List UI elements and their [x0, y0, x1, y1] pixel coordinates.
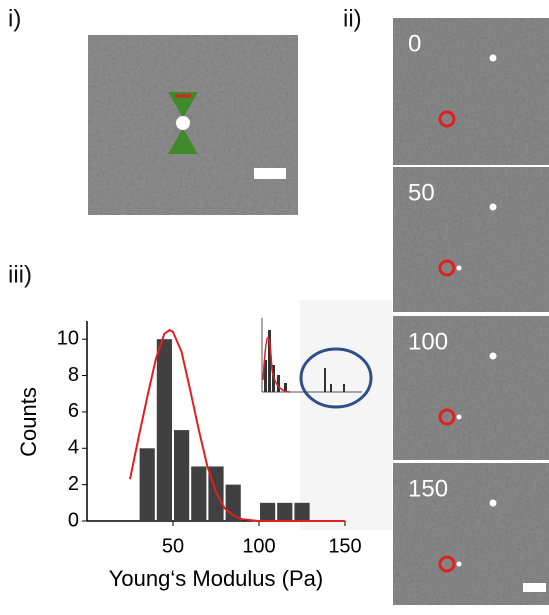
bar [156, 339, 172, 521]
y-tick-label: 2 [68, 473, 79, 495]
bead [456, 414, 462, 420]
inset [261, 318, 373, 409]
bar [260, 502, 276, 521]
y-tick-label: 4 [68, 437, 79, 459]
bead [489, 352, 497, 360]
image-i [88, 35, 298, 215]
panel-label: i) [8, 5, 21, 32]
bead [489, 203, 497, 211]
frame-image [393, 18, 549, 165]
x-tick-label: 150 [328, 535, 361, 557]
scale-bar [523, 583, 546, 592]
frame-label: 50 [408, 179, 435, 206]
cell-marker [438, 408, 456, 426]
y-axis-label: Counts [16, 387, 41, 457]
frame-label: 100 [408, 328, 448, 355]
y-tick-label: 8 [68, 364, 79, 386]
frame-label: 0 [408, 30, 421, 57]
bar [191, 466, 207, 521]
chart-bg [300, 300, 392, 530]
panel-label: ii) [343, 5, 362, 32]
bead [456, 265, 462, 271]
y-tick-label: 6 [68, 400, 79, 422]
bead [489, 54, 497, 62]
cell-marker [438, 555, 456, 573]
bead [456, 561, 462, 567]
y-tick-label: 10 [57, 327, 79, 349]
frame-image [393, 463, 549, 605]
x-tick-label: 50 [162, 535, 184, 557]
image-ii: 0 50 100 150 [393, 18, 549, 605]
x-axis-label: Young‘s Modulus (Pa) [109, 566, 323, 591]
fit-line [129, 328, 345, 522]
x-tick-label: 100 [242, 535, 275, 557]
bar [139, 448, 155, 521]
frame-image [393, 167, 549, 312]
y-tick-label: 0 [68, 509, 79, 531]
cell-marker [438, 259, 456, 277]
bar [294, 502, 310, 521]
panel-label: iii) [8, 261, 32, 288]
bar [174, 430, 190, 521]
frame-label: 150 [408, 475, 448, 502]
bead [489, 499, 497, 507]
frame-image [393, 316, 549, 460]
bar [277, 502, 293, 521]
cell-marker [438, 110, 456, 128]
